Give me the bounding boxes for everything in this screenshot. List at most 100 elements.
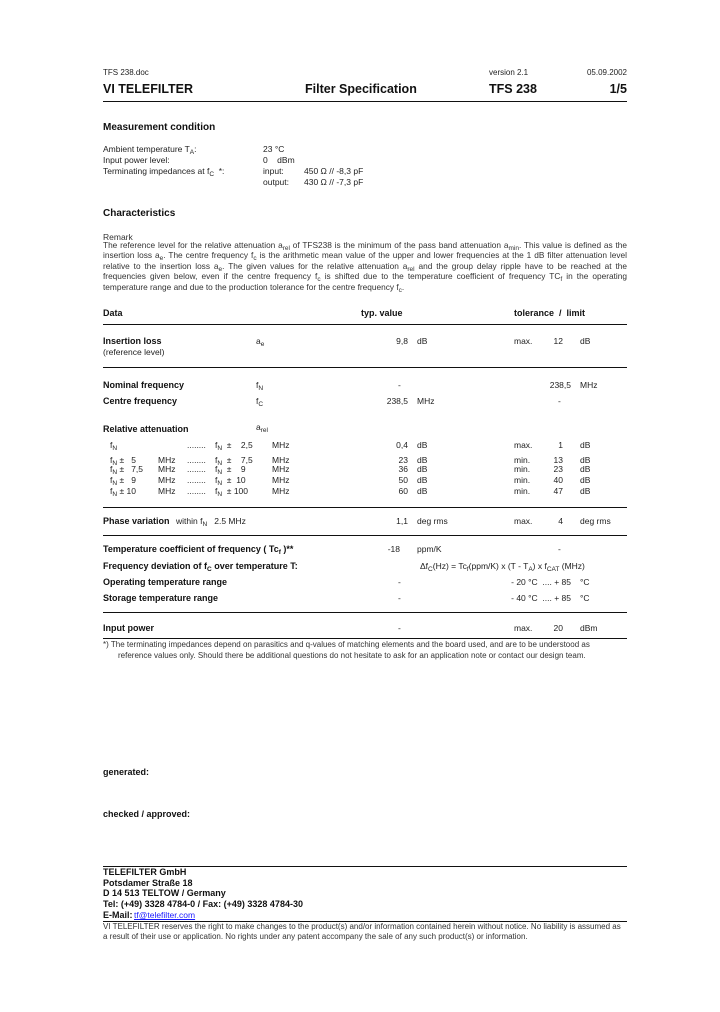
relatt-from-unit: MHz [158, 464, 176, 474]
relatt-typ-unit: dB [417, 440, 428, 450]
subscript: c [398, 286, 402, 294]
relatt-to: fN ± 9 [215, 464, 246, 476]
subscript: C [207, 566, 212, 573]
symbol: ae [256, 336, 264, 348]
text-segment: ± 7,5 [117, 464, 144, 474]
col-data: Data [103, 308, 123, 318]
footnote-line-2: reference values only. Should there be a… [118, 651, 586, 660]
subscript: rel [282, 245, 290, 252]
text-segment: ± 9 [117, 475, 136, 485]
subscript: f [560, 276, 563, 284]
text-segment: f [110, 486, 113, 496]
subscript: e [159, 255, 164, 263]
text-segment: f [110, 440, 113, 450]
relatt-from-unit: MHz [158, 455, 176, 465]
text-segment: : [194, 144, 197, 154]
relatt-lim: 1 [558, 440, 563, 450]
label: Input power [103, 623, 154, 633]
typ-value: - [398, 623, 401, 633]
footer-company: TELEFILTER GmbH [103, 867, 187, 877]
typ-value: -18 [387, 544, 400, 554]
divider [103, 535, 627, 536]
divider [103, 324, 627, 325]
typ-value: 1,1 [396, 516, 408, 526]
symbol: fC [256, 396, 263, 408]
limit-value: 20 [553, 623, 563, 633]
text-segment: ± 2,5 [222, 440, 253, 450]
subscript: rel [407, 265, 415, 273]
input-value: 450 Ω // -8,3 pF [304, 166, 364, 176]
limit-unit: °C [580, 577, 590, 587]
text-segment: . The given values for the relative atte… [222, 260, 408, 271]
text-segment: The reference level for the relative att… [103, 240, 283, 250]
subscript: N [217, 469, 223, 476]
limit-unit: dBm [580, 623, 598, 633]
doc-title: Filter Specification [305, 82, 417, 96]
relatt-from: fN ± 10 [110, 486, 136, 498]
typ-value: - [398, 577, 401, 587]
relatt-to: fN ± 10 [215, 475, 246, 487]
typ-unit: MHz [417, 396, 435, 406]
ambient-value: 23 °C [263, 144, 285, 154]
relatt-dots: ........ [187, 440, 206, 450]
subscript: N [112, 460, 118, 467]
col-typ: typ. value [361, 308, 403, 318]
output-value: 430 Ω // -7,3 pF [304, 177, 364, 187]
text-segment: of TFS238 is the minimum of the pass ban… [289, 240, 509, 250]
footer-email-link[interactable]: tf@telefilter.com [134, 910, 196, 920]
text-segment: . The centre frequency f [163, 250, 254, 261]
subscript: N [217, 491, 223, 498]
subscript: N [112, 469, 118, 476]
relatt-dots: ........ [187, 475, 206, 485]
label: Centre frequency [103, 396, 178, 406]
footer-divider [103, 921, 627, 922]
text-segment: over temperature T: [211, 561, 298, 571]
relatt-lim-unit: dB [580, 475, 591, 485]
subscript: N [202, 521, 208, 528]
relatt-kind: min. [514, 475, 531, 485]
generated-label: generated: [103, 767, 150, 777]
relatt-lim-unit: dB [580, 486, 591, 496]
label-end: )** [280, 544, 294, 554]
text-segment: and the group delay ripple have to be re… [103, 260, 627, 282]
subscript: min [508, 245, 519, 252]
label-text: Temperature coefficient of frequency ( T… [103, 544, 279, 554]
label: Frequency deviation of fC over temperatu… [103, 561, 298, 573]
label-sub: f [278, 549, 281, 556]
relatt-typ: 36 [398, 464, 408, 474]
label: Nominal frequency [103, 380, 185, 390]
impedance-label: Terminating impedances at fC *: [103, 166, 224, 178]
text-segment: f [215, 475, 218, 485]
remark-label: Remark [103, 232, 133, 242]
relatt-typ: 60 [398, 486, 408, 496]
subscript: N [112, 480, 118, 487]
relatt-from-unit: MHz [158, 475, 176, 485]
relatt-dots: ........ [187, 464, 206, 474]
relatt-to-unit: MHz [272, 464, 290, 474]
typ-value: 238,5 [386, 396, 408, 406]
text-segment: f [256, 396, 259, 406]
text-segment: (MHz) [559, 561, 585, 571]
typ-value: 9,8 [396, 336, 408, 346]
limit-kind: max. [514, 336, 533, 346]
text-segment: within f [176, 516, 203, 526]
label: Phase variation [103, 516, 170, 526]
subscript: C [209, 171, 215, 178]
text-segment: a [256, 422, 261, 432]
limit-unit: °C [580, 593, 590, 603]
subscript: N [112, 491, 118, 498]
limit-kind: max. [514, 623, 533, 633]
subscript: N [112, 445, 118, 452]
limit-value: - [558, 544, 561, 554]
typ-value: - [398, 593, 401, 603]
label: Storage temperature range [103, 593, 219, 603]
relatt-to: fN ± 7,5 [215, 455, 253, 467]
text-segment: 2.5 MHz [207, 516, 246, 526]
relatt-typ: 23 [398, 455, 408, 465]
power-value: 0 dBm [263, 155, 295, 165]
text-segment: Frequency deviation of f [103, 561, 208, 571]
relatt-typ-unit: dB [417, 464, 428, 474]
text-segment: f [215, 440, 218, 450]
relatt-lim: 13 [553, 455, 563, 465]
symbol: fN [256, 380, 263, 392]
